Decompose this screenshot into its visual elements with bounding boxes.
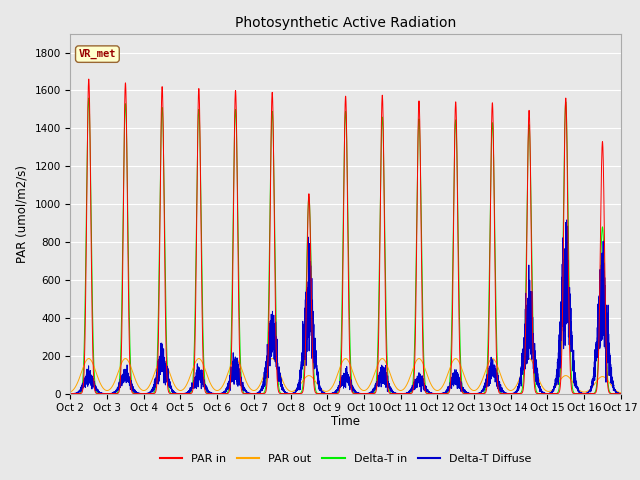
PAR out bbox=[67, 389, 74, 395]
X-axis label: Time: Time bbox=[331, 415, 360, 428]
Delta-T Diffuse bbox=[615, 390, 623, 396]
Delta-T in bbox=[67, 391, 74, 396]
Line: PAR out: PAR out bbox=[70, 359, 621, 393]
Delta-T in bbox=[615, 391, 623, 396]
Delta-T Diffuse bbox=[179, 391, 186, 396]
PAR in bbox=[500, 391, 508, 396]
Delta-T Diffuse bbox=[500, 390, 508, 396]
PAR in bbox=[422, 389, 429, 395]
Delta-T in bbox=[500, 391, 508, 396]
PAR out bbox=[273, 361, 280, 367]
Delta-T in bbox=[422, 384, 429, 390]
PAR out bbox=[85, 356, 93, 361]
Line: PAR in: PAR in bbox=[70, 79, 621, 394]
Line: Delta-T in: Delta-T in bbox=[70, 98, 621, 394]
Delta-T Diffuse bbox=[273, 355, 280, 360]
Delta-T in bbox=[85, 95, 93, 101]
PAR in bbox=[184, 391, 192, 396]
Delta-T in bbox=[617, 391, 625, 396]
Text: VR_met: VR_met bbox=[79, 49, 116, 59]
Delta-T Diffuse bbox=[617, 391, 625, 396]
PAR in bbox=[179, 391, 186, 396]
Title: Photosynthetic Active Radiation: Photosynthetic Active Radiation bbox=[235, 16, 456, 30]
Delta-T Diffuse bbox=[563, 217, 570, 223]
Delta-T Diffuse bbox=[184, 390, 192, 396]
PAR out bbox=[179, 387, 186, 393]
Delta-T in bbox=[184, 391, 192, 396]
PAR out bbox=[184, 378, 192, 384]
PAR in bbox=[615, 391, 623, 396]
PAR out bbox=[422, 367, 429, 373]
PAR out bbox=[617, 390, 625, 396]
PAR in bbox=[617, 391, 625, 396]
Delta-T Diffuse bbox=[67, 391, 74, 396]
Y-axis label: PAR (umol/m2/s): PAR (umol/m2/s) bbox=[16, 165, 29, 263]
Legend: PAR in, PAR out, Delta-T in, Delta-T Diffuse: PAR in, PAR out, Delta-T in, Delta-T Dif… bbox=[156, 450, 536, 468]
PAR in bbox=[85, 76, 93, 82]
PAR out bbox=[500, 380, 508, 386]
Delta-T in bbox=[179, 391, 186, 396]
Delta-T in bbox=[273, 335, 280, 340]
PAR out bbox=[615, 389, 623, 395]
Delta-T Diffuse bbox=[422, 383, 429, 389]
PAR in bbox=[273, 359, 280, 365]
PAR in bbox=[67, 391, 74, 396]
Line: Delta-T Diffuse: Delta-T Diffuse bbox=[70, 220, 621, 394]
